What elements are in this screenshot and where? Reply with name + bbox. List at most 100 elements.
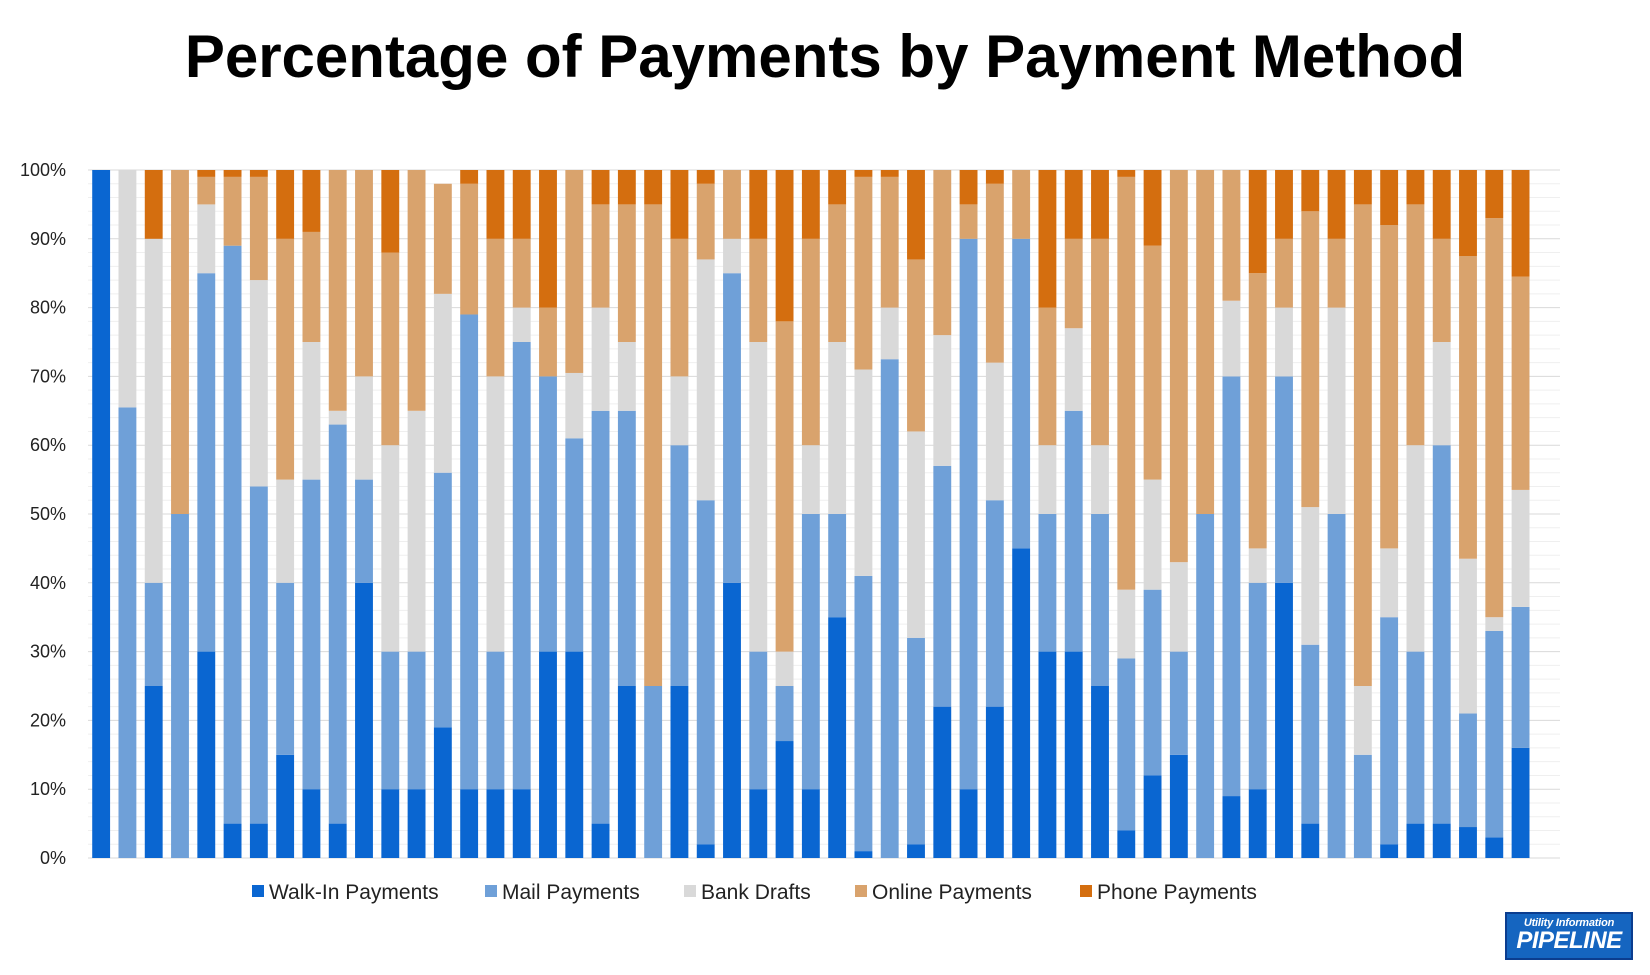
bar-segment xyxy=(907,259,925,432)
bar-segment xyxy=(1038,445,1057,514)
bar-segment xyxy=(381,252,400,446)
bar-segment xyxy=(249,176,268,281)
bar-segment xyxy=(723,238,741,274)
bar-segment xyxy=(1485,170,1504,219)
bar-segment xyxy=(1038,307,1057,446)
bar-segment xyxy=(1091,170,1109,239)
brand-logo-line2: PIPELINE xyxy=(1516,927,1622,954)
bar-segment xyxy=(880,359,899,858)
legend-label: Mail Payments xyxy=(502,881,640,904)
bar-segment xyxy=(854,170,873,177)
bar-segment xyxy=(355,582,373,858)
bar-segment xyxy=(591,410,610,824)
bar-segment xyxy=(959,789,978,858)
bar-segment xyxy=(407,410,426,652)
bar-segment xyxy=(670,238,689,377)
bar-segment xyxy=(670,686,689,858)
bar-segment xyxy=(1459,713,1477,828)
bar-segment xyxy=(775,686,794,742)
bar-segment xyxy=(223,170,242,177)
bar-segment xyxy=(907,431,925,638)
bar-segment xyxy=(223,823,242,858)
bar-segment xyxy=(591,823,610,858)
bar-segment xyxy=(696,170,715,184)
bar-segment xyxy=(118,407,137,858)
bar-segment xyxy=(1485,218,1504,618)
bar-segment xyxy=(1064,170,1083,239)
bar-segment xyxy=(1301,211,1320,508)
bar-segment xyxy=(591,204,610,308)
legend-item: Online Payments xyxy=(855,881,1032,904)
y-tick-label: 60% xyxy=(30,435,66,455)
bar-segment xyxy=(1222,796,1241,858)
legend: Walk-In Payments Mail Payments Bank Drafts… xyxy=(252,881,1257,904)
bar-segment xyxy=(775,170,794,322)
bar-segment xyxy=(1511,489,1530,607)
bar-segment xyxy=(328,410,347,425)
bar-segment xyxy=(1353,170,1372,205)
bar-segment xyxy=(1064,328,1083,411)
legend-label: Phone Payments xyxy=(1097,881,1257,904)
brand-logo: Utility Information PIPELINE xyxy=(1505,912,1633,960)
bar-segment xyxy=(565,651,584,858)
bar-segment xyxy=(1275,238,1293,308)
bar-segment xyxy=(775,741,794,858)
bar-segment xyxy=(249,170,268,177)
bar-segment xyxy=(1275,307,1293,377)
bar-segment xyxy=(907,170,925,260)
bar-segment xyxy=(749,651,768,790)
bar-segment xyxy=(1117,176,1136,590)
bar-segment xyxy=(1064,651,1083,858)
bar-segment xyxy=(617,410,636,686)
bar-segment xyxy=(1064,238,1083,329)
bar-segment xyxy=(959,204,978,239)
bar-segment xyxy=(1459,558,1477,714)
bar-segment xyxy=(407,170,426,411)
bar-segment xyxy=(1248,789,1267,858)
bar-segment xyxy=(1038,170,1057,308)
bar-segment xyxy=(328,424,347,824)
bar-segment xyxy=(670,170,689,239)
bar-segment xyxy=(144,582,163,686)
bar-segment xyxy=(565,438,584,652)
y-tick-label: 100% xyxy=(20,160,66,180)
bar-segment xyxy=(381,651,400,790)
legend-swatch xyxy=(252,885,264,897)
bar-segment xyxy=(276,170,295,239)
bar-segment xyxy=(1485,617,1504,631)
bar-segment xyxy=(223,245,242,824)
bar-segment xyxy=(144,238,163,583)
bar-segment xyxy=(1301,823,1320,858)
bar-segment xyxy=(197,176,216,205)
bar-segment xyxy=(1406,651,1425,824)
bar-segment xyxy=(617,170,636,205)
y-tick-label: 90% xyxy=(30,229,66,249)
bar-segment xyxy=(1353,754,1372,858)
bar-segment xyxy=(1327,514,1346,858)
bar-segment xyxy=(1406,823,1425,858)
bar-segment xyxy=(1459,256,1477,559)
bar-segment xyxy=(197,204,216,274)
bar-segment xyxy=(302,170,321,232)
bars xyxy=(92,170,1530,858)
bar-segment xyxy=(617,686,636,858)
bar-segment xyxy=(644,204,663,686)
bar-segment xyxy=(302,479,321,790)
bar-segment xyxy=(644,686,663,858)
bar-segment xyxy=(512,170,531,239)
bar-segment xyxy=(749,170,768,239)
bar-segment xyxy=(355,376,373,480)
bar-segment xyxy=(1485,630,1504,838)
bar-segment xyxy=(486,789,505,858)
y-tick-label: 10% xyxy=(30,779,66,799)
bar-segment xyxy=(565,372,584,439)
bar-segment xyxy=(880,176,899,308)
bar-segment xyxy=(644,170,663,205)
bar-segment xyxy=(1511,747,1530,858)
bar-segment xyxy=(749,342,768,652)
bar-segment xyxy=(249,280,268,487)
bar-segment xyxy=(171,170,189,514)
bar-segment xyxy=(539,170,557,308)
bar-segment xyxy=(1511,276,1530,490)
